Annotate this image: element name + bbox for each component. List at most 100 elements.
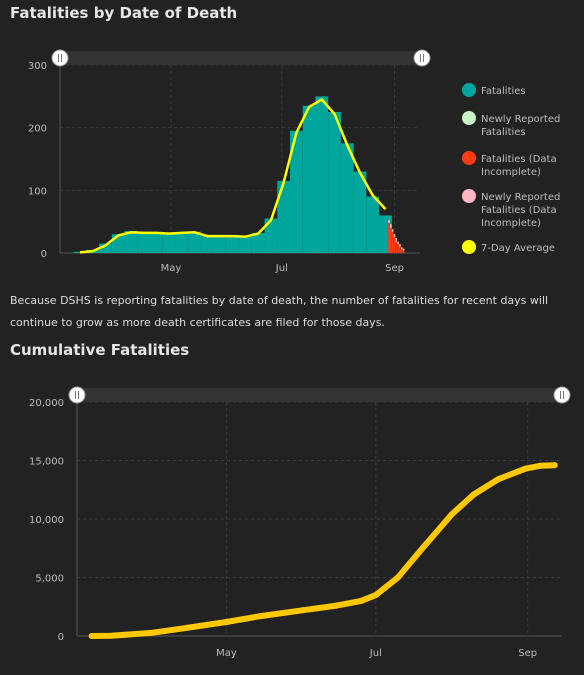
bar-newly-reported-incomplete xyxy=(395,237,398,242)
legend-item[interactable]: Fatalities xyxy=(462,83,526,97)
range-slider-track[interactable] xyxy=(77,388,562,402)
legend-label-line: Newly Reported xyxy=(481,114,560,125)
legend-label-line: Incomplete) xyxy=(481,167,541,178)
bar-fatalities xyxy=(137,231,150,253)
legend-label-line: Incomplete) xyxy=(481,218,541,229)
legend-item[interactable]: 7-Day Average xyxy=(462,240,555,254)
bar-fatalities xyxy=(251,232,265,253)
bar-fatalities xyxy=(162,232,176,253)
x-tick-label: Jul xyxy=(275,263,288,274)
bar-fatalities-incomplete xyxy=(402,250,405,253)
point-cumulative xyxy=(108,632,115,639)
bar-fatalities-incomplete xyxy=(388,222,390,253)
point-cumulative xyxy=(223,618,230,625)
bar-fatalities xyxy=(175,232,189,253)
point-cumulative xyxy=(551,462,558,469)
bar-fatalities xyxy=(353,171,367,253)
y-tick-label: 0 xyxy=(58,632,64,643)
point-cumulative xyxy=(394,574,401,581)
point-cumulative xyxy=(448,511,455,518)
legend-swatch xyxy=(462,111,476,125)
legend-swatch xyxy=(462,189,476,203)
range-slider-track[interactable] xyxy=(60,51,420,65)
bar-fatalities xyxy=(188,231,201,253)
bar-newly-reported-incomplete xyxy=(397,241,399,245)
line-cumulative-fatalities xyxy=(88,462,558,639)
bar-fatalities xyxy=(277,180,290,253)
bar-fatalities-incomplete xyxy=(395,241,398,253)
y-tick-label: 20,000 xyxy=(29,398,64,409)
bar-fatalities-incomplete xyxy=(390,227,392,253)
legend-item[interactable]: Newly Reported Fatalities (Data Incomplete… xyxy=(462,189,560,229)
bar-newly-reported-incomplete xyxy=(399,244,401,247)
point-cumulative xyxy=(149,629,156,636)
point-cumulative xyxy=(536,462,543,469)
bar-newly-reported-incomplete xyxy=(393,234,396,238)
point-cumulative xyxy=(88,633,95,639)
legend-label-line: Fatalities (Data xyxy=(481,154,557,165)
y-tick-label: 5,000 xyxy=(35,574,64,585)
bar-newly-reported-incomplete xyxy=(388,219,390,223)
bar-fatalities-incomplete xyxy=(399,246,401,253)
handle-circle xyxy=(553,386,571,404)
point-cumulative xyxy=(333,602,340,609)
bar-fatalities xyxy=(379,215,392,253)
legend-item[interactable]: Fatalities (Data Incomplete) xyxy=(462,151,557,178)
bar-fatalities xyxy=(302,105,316,253)
point-cumulative xyxy=(372,592,379,599)
bar-fatalities xyxy=(340,143,354,253)
cumulative-fatalities-chart: 0 5,000 10,000 15,000 20,000 May Jul Sep xyxy=(29,386,571,659)
range-slider-handle-left[interactable] xyxy=(68,386,86,404)
legend-swatch xyxy=(462,83,476,97)
y-tick-label: 15,000 xyxy=(29,457,64,468)
legend-label: Fatalities (Data Incomplete) xyxy=(481,154,557,178)
point-cumulative xyxy=(522,465,529,472)
x-tick-label: Sep xyxy=(385,263,404,274)
bar-fatalities xyxy=(328,112,341,253)
chart-title-fatalities: Fatalities by Date of Death xyxy=(10,4,238,22)
note-text: Because DSHS is reporting fatalities by … xyxy=(10,294,549,329)
bar-newly-reported-incomplete xyxy=(390,224,392,228)
bar-newly-reported-incomplete xyxy=(400,247,403,250)
bar-fatalities xyxy=(290,130,303,253)
handle-circle xyxy=(413,49,431,67)
bar-fatalities-incomplete xyxy=(397,244,399,253)
legend-label-line: Fatalities xyxy=(481,86,526,97)
bar-fatalities xyxy=(239,236,252,253)
legend-label-line: 7-Day Average xyxy=(481,243,555,254)
bar-fatalities xyxy=(213,237,227,253)
bar-newly-reported-incomplete xyxy=(391,229,394,232)
legend-label-line: Newly Reported xyxy=(481,192,560,203)
x-tick-label: May xyxy=(216,648,237,659)
y-tick-label: 0 xyxy=(41,249,47,260)
x-tick-label: May xyxy=(161,263,182,274)
chart-title-cumulative: Cumulative Fatalities xyxy=(10,341,190,359)
point-cumulative xyxy=(184,624,191,631)
legend-label: Newly Reported Fatalities xyxy=(481,114,560,138)
legend-swatch xyxy=(462,240,476,254)
bar-fatalities xyxy=(366,196,380,253)
bar-fatalities-incomplete xyxy=(391,231,394,253)
point-cumulative xyxy=(358,597,365,604)
bar-fatalities xyxy=(315,96,329,253)
point-cumulative xyxy=(495,476,502,483)
y-tick-label: 10,000 xyxy=(29,515,64,526)
bar-fatalities-incomplete xyxy=(393,237,396,253)
range-slider-handle-left[interactable] xyxy=(51,49,69,67)
bar-fatalities xyxy=(264,218,278,253)
point-cumulative xyxy=(299,607,306,614)
bar-fatalities xyxy=(226,235,240,253)
bar-fatalities xyxy=(150,232,163,253)
y-tick-label: 100 xyxy=(28,186,47,197)
bar-fatalities-incomplete xyxy=(400,249,403,253)
handle-circle xyxy=(51,49,69,67)
bar-fatalities xyxy=(124,231,138,253)
range-slider-handle-right[interactable] xyxy=(553,386,571,404)
range-slider-handle-right[interactable] xyxy=(413,49,431,67)
bar-fatalities xyxy=(99,243,112,253)
legend-item[interactable]: Newly Reported Fatalities xyxy=(462,111,560,138)
x-tick-label: Sep xyxy=(518,648,537,659)
legend-label: Newly Reported Fatalities (Data Incomplete… xyxy=(481,192,560,229)
y-tick-label: 200 xyxy=(28,124,47,135)
